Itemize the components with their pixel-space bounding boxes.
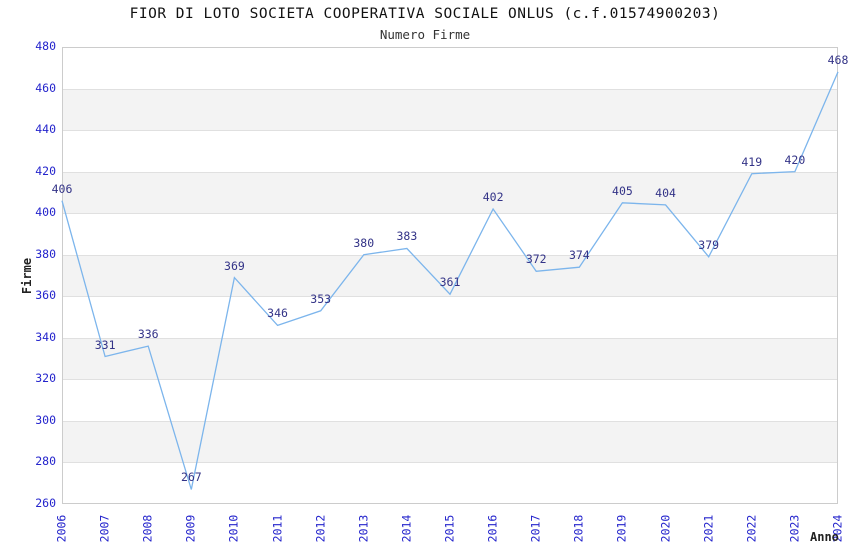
point-label: 383	[396, 229, 418, 244]
y-tick-label: 480	[35, 39, 56, 53]
gridline	[63, 88, 837, 90]
point-label: 361	[439, 275, 461, 290]
y-tick-label: 260	[35, 496, 56, 510]
point-label: 419	[741, 154, 763, 169]
point-label: 468	[827, 52, 849, 67]
point-label: 353	[310, 291, 332, 306]
x-tick-label: 2007	[97, 514, 112, 543]
plot-area: 406 331 336 267 369 346 353 380 383 361 402 372 374 4…	[52, 47, 848, 504]
point-label: 405	[612, 183, 633, 198]
x-tick-label: 2016	[485, 514, 500, 543]
gridline	[63, 254, 837, 256]
grid-band	[63, 171, 837, 214]
x-tick-label: 2019	[614, 514, 629, 543]
x-tick-label: 2009	[183, 514, 198, 543]
y-tick-label: 280	[35, 454, 56, 469]
series-line	[61, 71, 839, 490]
x-tick-label: 2013	[356, 514, 371, 543]
point-label: 374	[568, 248, 590, 263]
gridline	[63, 379, 837, 381]
y-tick-label: 420	[35, 163, 56, 178]
x-tick-label: 2018	[571, 514, 586, 543]
x-tick-label: 2008	[140, 514, 155, 543]
y-tick-label: 400	[35, 205, 56, 220]
grid-band	[63, 254, 837, 297]
x-tick-label: 2010	[226, 514, 241, 543]
gridline	[63, 462, 837, 464]
point-label: 267	[180, 470, 202, 485]
point-label: 336	[137, 327, 159, 342]
point-label: 372	[525, 252, 547, 267]
point-label: 369	[224, 258, 245, 273]
grid-band	[63, 337, 837, 380]
x-tick-label: 2011	[270, 514, 285, 543]
gridline	[63, 130, 837, 132]
grid-band	[63, 420, 837, 463]
y-tick-label: 320	[35, 371, 56, 386]
gridline	[63, 171, 837, 173]
y-tick-label: 440	[35, 122, 56, 137]
x-tick-label: 2022	[744, 514, 759, 543]
x-tick-label: 2017	[528, 514, 543, 543]
series-svg	[61, 71, 839, 490]
gridline	[63, 296, 837, 298]
x-tick-label: 2012	[313, 514, 328, 543]
x-tick-label: 2006	[54, 514, 69, 543]
chart-subtitle: Numero Firme	[379, 27, 471, 42]
point-label: 331	[94, 337, 116, 352]
gridline	[63, 337, 837, 339]
point-label: 420	[784, 152, 806, 167]
gridline	[63, 213, 837, 215]
chart-title: FIOR DI LOTO SOCIETA COOPERATIVA SOCIALE…	[129, 6, 721, 22]
y-tick-label: 460	[35, 80, 56, 95]
x-tick-label: 2021	[701, 514, 716, 543]
x-tick-label: 2014	[399, 514, 414, 543]
y-tick-label: 380	[35, 246, 56, 261]
y-tick-label: 300	[35, 412, 56, 427]
point-label: 380	[353, 235, 375, 250]
grid-band	[63, 88, 837, 131]
x-tick-label: 2015	[442, 514, 457, 543]
gridline	[63, 420, 837, 422]
point-label: 346	[267, 306, 288, 321]
x-axis-title: Anno	[810, 530, 839, 544]
point-label: 402	[482, 190, 504, 205]
point-label: 406	[51, 181, 73, 196]
point-label: 379	[698, 237, 720, 252]
x-tick-label: 2020	[658, 514, 673, 543]
y-tick-label: 340	[35, 329, 56, 344]
point-label: 404	[655, 185, 676, 200]
x-tick-label: 2023	[787, 514, 802, 543]
y-tick-label: 360	[35, 288, 56, 303]
